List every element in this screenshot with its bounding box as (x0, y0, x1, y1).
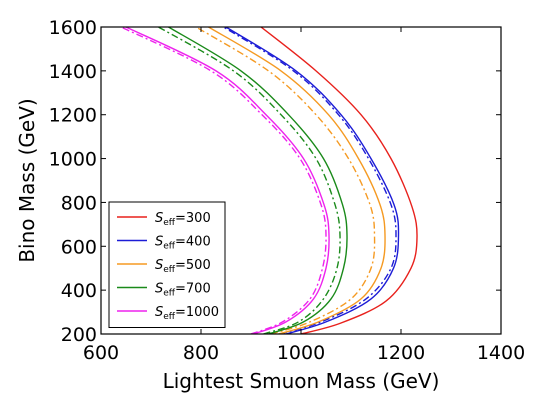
series-3-dashdot-line (195, 27, 376, 334)
x-tick-label: 800 (183, 342, 219, 364)
series-2-dashdot-line (223, 27, 397, 334)
x-tick-label: 600 (83, 342, 119, 364)
legend-label: Seff=1000 (155, 305, 219, 322)
x-tick-label: 1200 (377, 342, 425, 364)
legend-label-symbol: S (155, 258, 163, 273)
series-layer (120, 27, 418, 334)
y-tick-label: 200 (61, 324, 97, 346)
legend-label-symbol: S (155, 282, 163, 297)
legend-label-symbol: S (155, 235, 163, 250)
x-tick-label: 1400 (477, 342, 525, 364)
legend: Seff=300Seff=400Seff=500Seff=700Seff=100… (108, 201, 226, 328)
legend-label-symbol: S (155, 211, 163, 226)
legend-label-subscript: eff (163, 312, 176, 322)
legend-label-subscript: eff (163, 242, 176, 252)
series-1-solid-line (260, 27, 418, 334)
legend-label-subscript: eff (163, 265, 176, 275)
legend-label-value: =500 (175, 258, 211, 273)
legend-label: Seff=500 (155, 258, 211, 275)
series-5-solid-line (125, 27, 330, 334)
legend-box (108, 201, 226, 328)
y-tick-label: 1400 (49, 61, 97, 83)
y-tick-label: 800 (61, 192, 97, 214)
legend-label-value: =400 (175, 235, 211, 250)
legend-label: Seff=700 (155, 282, 211, 299)
series-3-solid-line (208, 27, 386, 334)
x-axis-label: Lightest Smuon Mass (GeV) (163, 369, 440, 393)
y-tick-label: 600 (61, 236, 97, 258)
legend-label-value: =700 (175, 282, 211, 297)
legend-label-value: =300 (175, 211, 211, 226)
y-tick-label: 1000 (49, 149, 97, 171)
legend-label-subscript: eff (163, 289, 176, 299)
legend-label-value: =1000 (175, 305, 219, 320)
series-2-solid-line (225, 27, 400, 334)
series-4-dashdot-line (158, 27, 341, 334)
y-axis-label: Bino Mass (GeV) (15, 98, 39, 262)
legend-label-subscript: eff (163, 218, 176, 228)
legend-label: Seff=300 (155, 211, 211, 228)
y-tick-label: 1600 (49, 17, 97, 39)
x-tick-label: 1000 (277, 342, 325, 364)
legend-label: Seff=400 (155, 235, 211, 252)
y-tick-label: 1200 (49, 105, 97, 127)
series-4-solid-line (168, 27, 348, 334)
ticks-layer: 600 800 1000 1200 1400 200 400 600 800 1000 1200 14… (49, 17, 526, 364)
legend-label-symbol: S (155, 305, 163, 320)
y-tick-label: 400 (61, 280, 97, 302)
